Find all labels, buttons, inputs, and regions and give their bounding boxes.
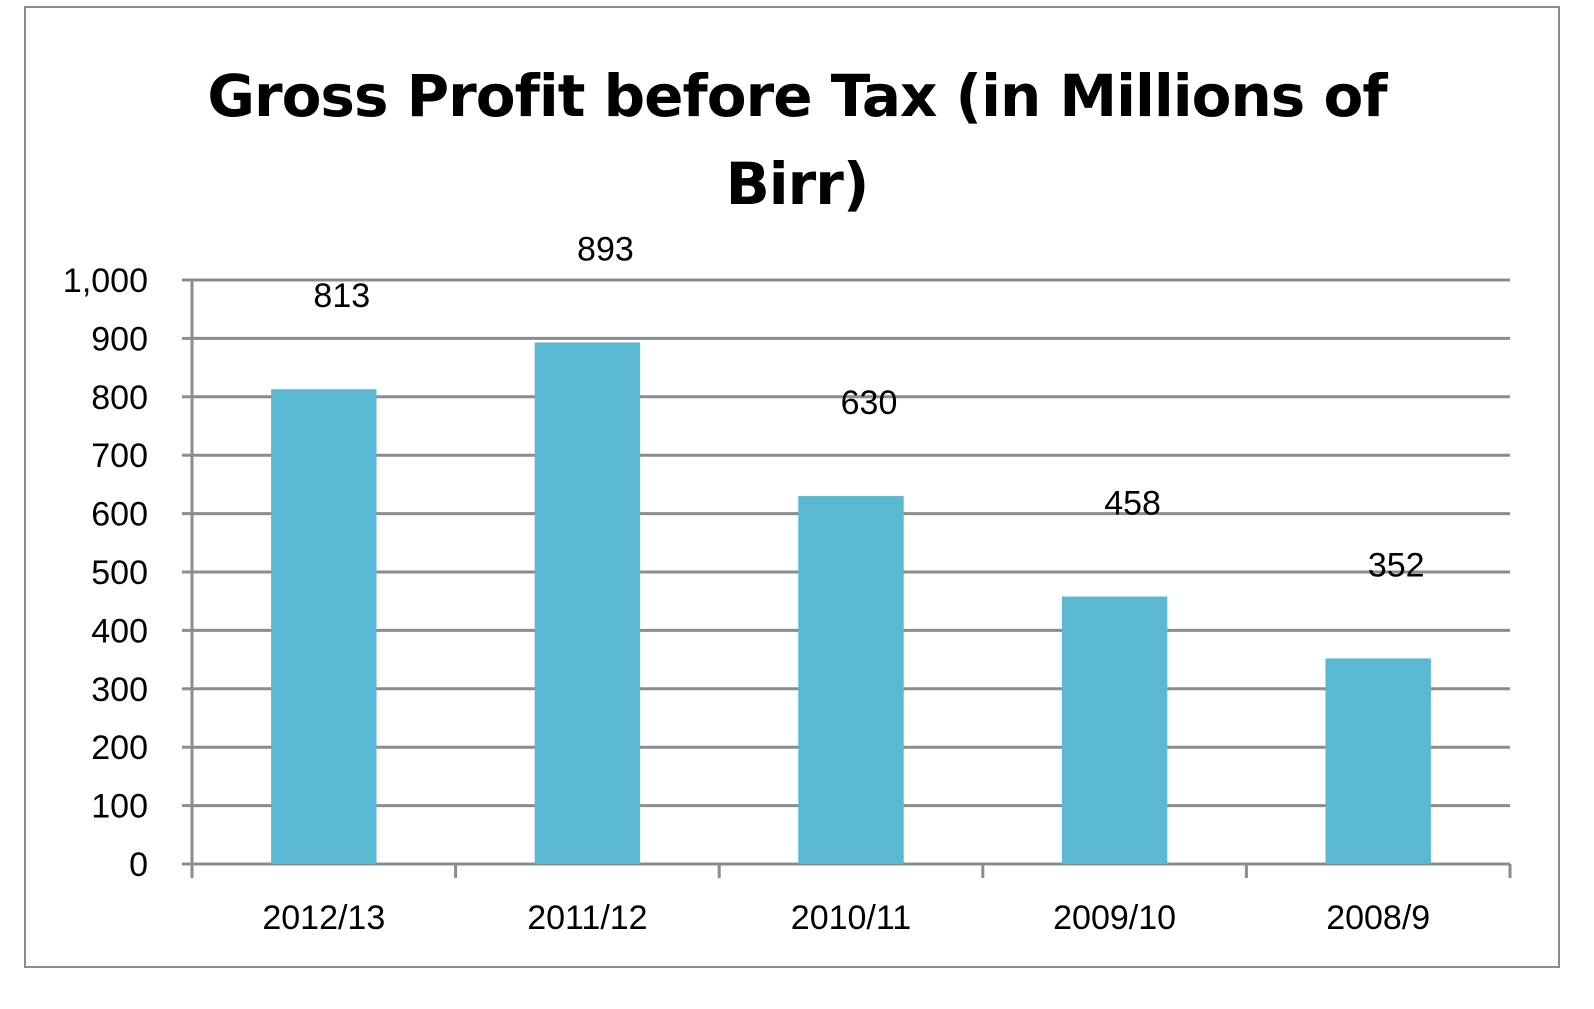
y-tick-label: 300	[91, 671, 148, 709]
data-label: 893	[577, 230, 634, 268]
y-tick-label: 700	[91, 437, 148, 475]
x-tick-label: 2012/13	[262, 899, 385, 937]
y-tick-label: 500	[91, 554, 148, 592]
chart-title: Gross Profit before Tax (in Millions of …	[0, 52, 1594, 228]
y-tick-label: 800	[91, 379, 148, 417]
y-tick-label: 200	[91, 729, 148, 767]
data-label: 458	[1104, 485, 1161, 523]
chart-title-line-2: Birr)	[725, 150, 870, 218]
bar-2009-10	[1061, 596, 1168, 864]
chart-title-line-1: Gross Profit before Tax (in Millions of	[207, 62, 1387, 130]
y-tick-label: 0	[129, 846, 148, 884]
bar-2008-9	[1325, 658, 1431, 864]
x-tick-label: 2008/9	[1326, 899, 1430, 937]
bar-2012-13	[271, 389, 377, 864]
y-tick-label: 1,000	[63, 262, 148, 300]
data-label: 352	[1368, 546, 1425, 584]
y-tick-label: 900	[91, 320, 148, 358]
data-label: 813	[313, 277, 370, 315]
x-tick-label: 2011/12	[527, 899, 647, 937]
data-label: 630	[841, 384, 898, 422]
x-tick-label: 2009/10	[1053, 899, 1176, 937]
x-tick-label: 2010/11	[791, 899, 911, 937]
y-tick-label: 100	[91, 788, 148, 826]
bar-2010-11	[798, 496, 904, 864]
y-tick-label: 600	[91, 496, 148, 534]
y-tick-label: 400	[91, 612, 148, 650]
bar-2011-12	[534, 342, 641, 864]
